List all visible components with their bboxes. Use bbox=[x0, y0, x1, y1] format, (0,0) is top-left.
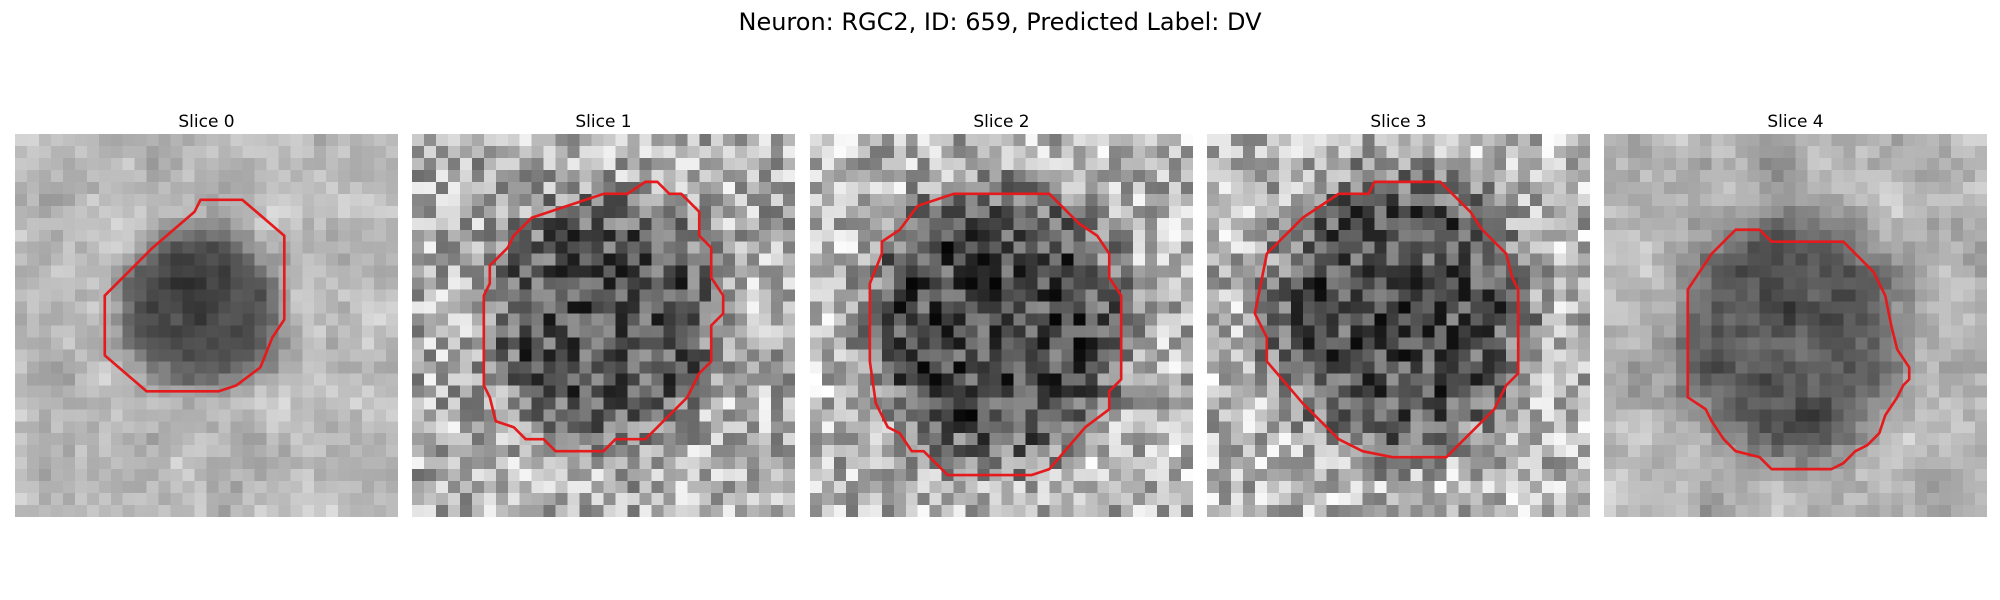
slice-panel-2: Slice 2 bbox=[810, 110, 1193, 517]
slice-image-3 bbox=[1207, 134, 1590, 517]
pixel-grid bbox=[15, 134, 398, 517]
pixel-grid bbox=[1604, 134, 1987, 517]
pixel-grid bbox=[1207, 134, 1590, 517]
slice-image-1 bbox=[412, 134, 795, 517]
slice-title-1: Slice 1 bbox=[575, 112, 632, 132]
figure-title: Neuron: RGC2, ID: 659, Predicted Label: … bbox=[738, 8, 1262, 36]
slice-panel-3: Slice 3 bbox=[1207, 110, 1590, 517]
cell-contour bbox=[1253, 180, 1520, 459]
slice-panel-1: Slice 1 bbox=[412, 110, 795, 517]
cell-contour bbox=[868, 192, 1123, 477]
slice-title-4: Slice 4 bbox=[1767, 112, 1824, 132]
slice-panel-0: Slice 0 bbox=[15, 110, 398, 517]
slice-image-2 bbox=[810, 134, 1193, 517]
cell-contour bbox=[1686, 228, 1911, 471]
slice-panel-4: Slice 4 bbox=[1604, 110, 1987, 517]
slice-title-2: Slice 2 bbox=[973, 112, 1030, 132]
cell-contour bbox=[482, 180, 725, 453]
slice-title-0: Slice 0 bbox=[178, 112, 235, 132]
slice-image-4 bbox=[1604, 134, 1987, 517]
cell-contour bbox=[103, 198, 286, 393]
slice-title-3: Slice 3 bbox=[1370, 112, 1427, 132]
pixel-grid bbox=[810, 134, 1193, 517]
pixel-grid bbox=[412, 134, 795, 517]
slice-image-0 bbox=[15, 134, 398, 517]
